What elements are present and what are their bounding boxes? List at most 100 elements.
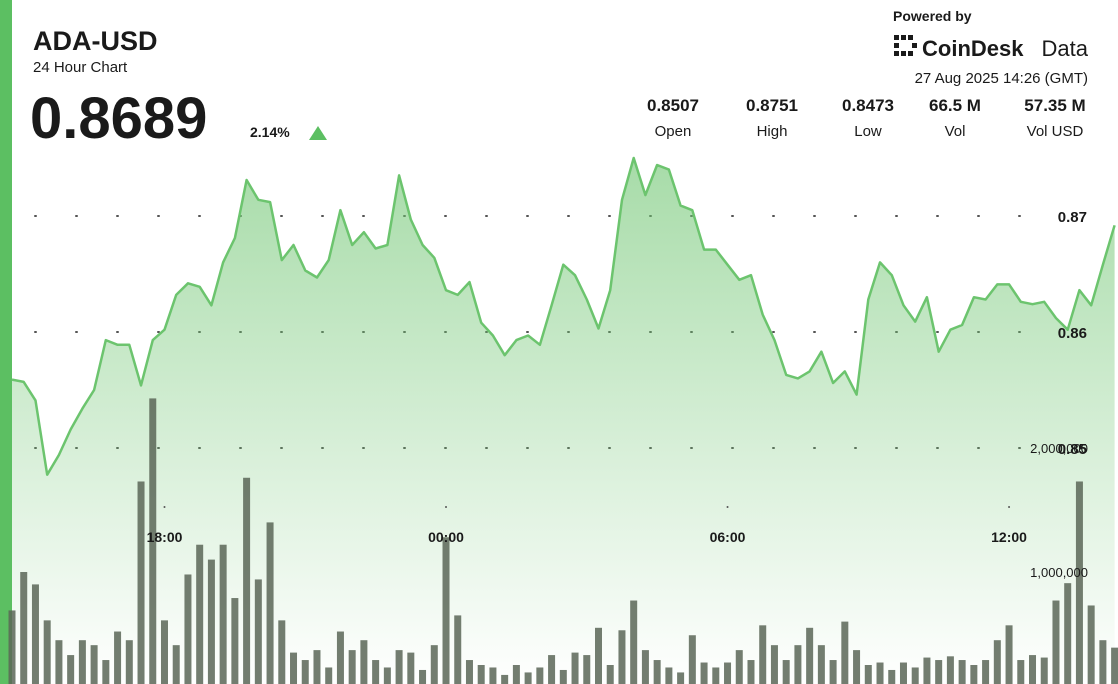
volume-bar: [806, 627, 814, 684]
stat-value: 66.5 M: [929, 96, 981, 115]
volume-bar: [712, 667, 720, 684]
volume-bar: [430, 645, 438, 684]
volume-bar: [1075, 481, 1083, 684]
volume-bar: [360, 640, 368, 684]
volume-bar: [207, 559, 215, 684]
volume-bar: [1005, 625, 1013, 684]
symbol: ADA-USD: [33, 26, 158, 56]
volume-bar: [876, 662, 884, 684]
volume-bar: [970, 665, 978, 684]
volume-bar: [20, 572, 28, 684]
volume-bar: [794, 645, 802, 684]
volume-bar: [606, 665, 614, 684]
volume-bar: [677, 672, 685, 684]
volume-bar: [899, 662, 907, 684]
volume-bar: [395, 650, 403, 684]
brand-suffix: Data: [1042, 36, 1089, 61]
volume-bar: [184, 574, 192, 684]
volume-bar: [641, 650, 649, 684]
volume-bar: [559, 669, 567, 684]
volume-bar: [630, 600, 638, 684]
volume-bar: [67, 655, 75, 684]
volume-bar: [817, 645, 825, 684]
volume-bar: [407, 652, 415, 684]
price-line: [11, 156, 1116, 476]
x-tick: [1008, 506, 1011, 508]
volume-bar: [149, 398, 157, 684]
volume-bar: [1040, 657, 1048, 684]
volume-bar: [102, 660, 110, 684]
stat-label: High: [757, 123, 788, 140]
volume-bar: [1064, 583, 1072, 684]
volume-bar: [946, 656, 954, 684]
volume-bar: [325, 667, 333, 684]
volume-bar: [618, 630, 626, 684]
volume-bar: [78, 640, 86, 684]
volume-bar: [160, 620, 168, 684]
volume-bar: [254, 579, 262, 684]
stat-value: 57.35 M: [1024, 96, 1085, 115]
volume-bar: [958, 660, 966, 684]
volume-bar: [137, 481, 145, 684]
volume-bar: [911, 667, 919, 684]
volume-bar: [1099, 640, 1107, 684]
volume-bar: [595, 627, 602, 684]
volume-bar: [829, 660, 837, 684]
volume-bar: [923, 657, 931, 684]
volume-bar: [8, 610, 16, 684]
volume-bar: [548, 655, 556, 684]
volume-bar: [1017, 660, 1025, 684]
volume-bar: [454, 615, 462, 684]
volume-bar: [196, 544, 204, 684]
stats: 0.8507 Open 0.8751 High 0.8473 Low 66.5 M Vol 57…: [647, 96, 1086, 140]
volume-bar: [266, 522, 274, 684]
volume-bar: [301, 660, 309, 684]
price: 0.8689: [30, 86, 207, 151]
volume-bar: [700, 662, 708, 684]
stat-label: Open: [655, 123, 692, 140]
timestamp: 27 Aug 2025 14:26 (GMT): [915, 70, 1088, 87]
volume-bar: [888, 669, 896, 684]
volume-bar: [125, 640, 133, 684]
volume-bar: [477, 665, 485, 684]
y-tick-label: 0.86: [1058, 325, 1087, 342]
volume-bar: [759, 625, 767, 684]
volume-bar: [747, 660, 755, 684]
volume-bar: [489, 667, 497, 684]
volume-bar: [336, 631, 344, 684]
volume-bar: [735, 650, 743, 684]
stat-label: Vol: [945, 123, 966, 140]
price-area: [12, 158, 1115, 684]
x-tick-label: 06:00: [710, 529, 746, 545]
stat-label: Vol USD: [1027, 123, 1084, 140]
volume-bar: [278, 620, 286, 684]
volume-bar: [419, 669, 427, 684]
volume-bar: [770, 645, 778, 684]
volume-bar: [114, 631, 122, 684]
volume-bar: [1111, 647, 1118, 684]
x-tick: [163, 506, 166, 508]
volume-bar: [853, 650, 861, 684]
volume-bar: [290, 652, 298, 684]
volume-bar: [665, 667, 673, 684]
volume-bar: [583, 655, 591, 684]
volume-bar: [442, 537, 450, 684]
volume-bar: [571, 652, 579, 684]
x-tick: [445, 506, 448, 508]
volume-bar: [243, 477, 251, 684]
volume-bar: [841, 621, 849, 684]
volume-bar: [993, 640, 1001, 684]
volume-bar: [55, 640, 63, 684]
volume-bar: [219, 544, 227, 684]
stat-value: 0.8507: [647, 96, 699, 115]
x-tick-label: 18:00: [147, 529, 183, 545]
volume-bar: [512, 665, 520, 684]
volume-bar: [372, 660, 380, 684]
powered-by: Powered by: [893, 8, 972, 24]
volume-bar: [1052, 600, 1060, 684]
volume-bar: [536, 667, 544, 684]
volume-bar: [782, 660, 790, 684]
y-tick-label: 0.87: [1058, 209, 1087, 226]
volume-bar: [524, 672, 532, 684]
